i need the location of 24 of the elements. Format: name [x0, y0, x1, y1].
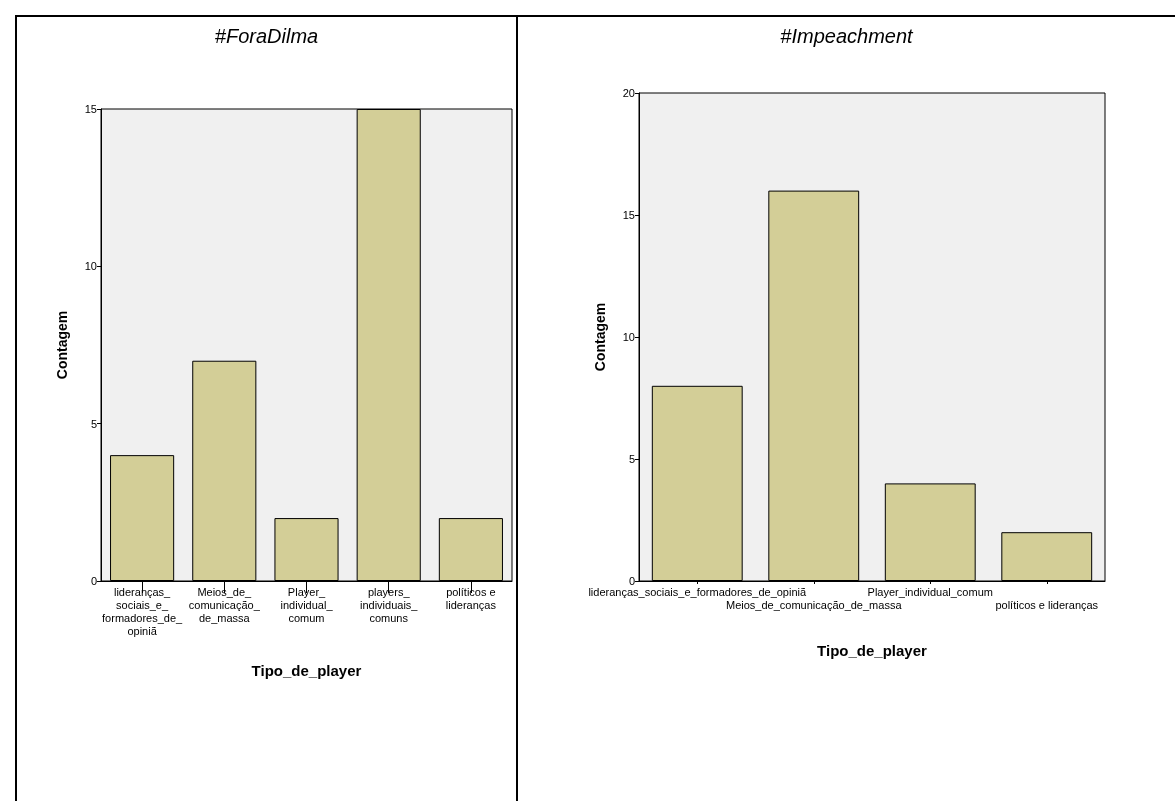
y-tick-label: 0 — [628, 575, 635, 587]
x-tick-label: Player_individual_comum — [280, 585, 334, 624]
y-tick-label: 0 — [90, 575, 97, 587]
y-tick-label: 15 — [84, 103, 97, 115]
y-tick-label: 20 — [622, 87, 635, 99]
x-tick-label: Meios_de_comunicação_de_massa — [726, 598, 903, 611]
x-tick-label: players_individuais_comuns — [359, 585, 419, 624]
x-tick-label: lideranças_sociais_e_formadores_de_opiniã — [102, 585, 184, 637]
y-axis-title: Contagem — [592, 302, 608, 372]
x-tick-label: Player_individual_comum — [867, 585, 993, 598]
y-axis-title: Contagem — [54, 310, 70, 380]
x-tick-label: lideranças_sociais_e_formadores_de_opiniã — [588, 585, 807, 598]
x-tick-label: políticos e lideranças — [445, 585, 497, 611]
chart-title: #Impeachment — [780, 25, 915, 47]
x-tick-label: Meios_de_comunicação_de_massa — [188, 585, 261, 624]
chart-title: #ForaDilma — [214, 25, 319, 47]
y-tick-label: 10 — [84, 260, 97, 273]
y-tick-label: 15 — [622, 209, 635, 221]
y-tick-label: 10 — [622, 331, 635, 343]
x-axis-title: Tipo_de_player — [817, 642, 928, 659]
y-tick-label: 5 — [90, 417, 97, 430]
x-axis-title: Tipo_de_player — [251, 662, 362, 679]
x-tick-label: políticos e lideranças — [995, 598, 1099, 611]
y-tick-label: 5 — [628, 453, 635, 465]
